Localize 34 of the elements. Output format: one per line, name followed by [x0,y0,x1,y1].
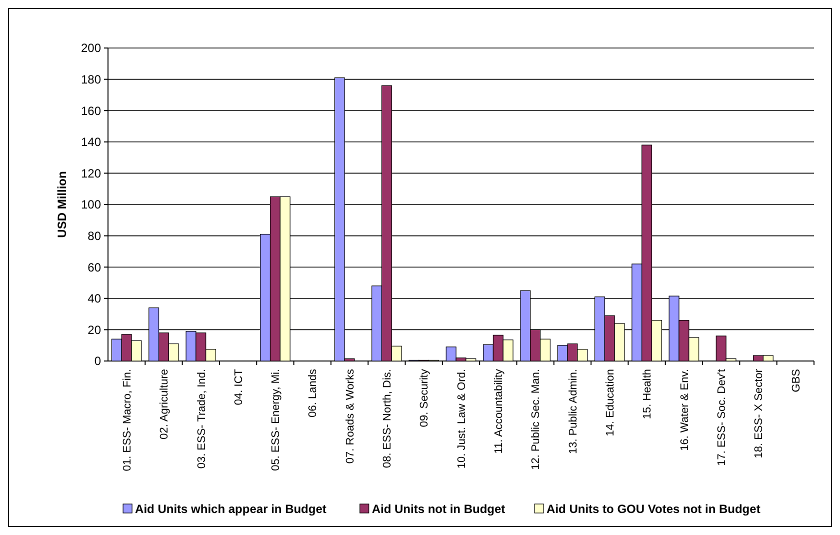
x-tick-label: 11. Accountability [493,368,506,454]
y-tick-label: 20 [88,322,102,337]
x-tick-label: 08. ESS- North, Dis. [382,369,394,468]
x-tick-label: 18. ESS- X Sector [753,368,766,458]
x-tick-label: 03. ESS- Trade, Ind. [196,369,208,469]
y-tick-label: 100 [80,198,102,212]
y-tick-label: 200 [80,41,102,56]
x-tick-label: 02. Agriculture [158,369,171,440]
y-tick-label: 40 [88,292,102,306]
y-tick-label: 0 [94,354,102,368]
x-tick-label: 10. Just. Law & Ord. [456,369,468,469]
x-tick-label: 14. Education [604,369,616,436]
x-tick-label: 06. Lands [307,368,320,418]
x-tick-label: 17. ESS- Soc. Dev't [716,369,728,466]
x-tick-label: 07. Roads & Works [344,368,356,464]
x-tick-label: 12. Public Sec. Man. [530,369,542,470]
x-tick-label: 01. ESS- Macro, Fin. [121,369,134,472]
x-tick-label: 13. Public Admin. [567,369,580,454]
y-axis-title: USD Million [55,171,69,238]
legend-label: Aid Units which appear in Budget [135,502,326,516]
legend-label: Aid Units to GOU Votes not in Budget [546,502,760,516]
y-tick-label: 60 [88,260,102,274]
y-tick-label: 140 [80,135,102,150]
legend-label: Aid Units not in Budget [372,502,506,516]
x-tick-label: GBS [790,369,802,392]
x-tick-label: 05. ESS- Energy, Mi. [270,369,282,471]
y-tick-label: 80 [88,229,102,243]
x-tick-label: 15. Health [642,369,654,420]
y-tick-label: 160 [80,104,102,118]
x-tick-label: 04. ICT [232,368,245,406]
y-tick-label: 120 [80,166,102,180]
x-tick-label: 09. Security [418,368,431,428]
x-tick-label: 16. Water & Env. [678,369,691,451]
y-tick-label: 180 [80,72,102,86]
